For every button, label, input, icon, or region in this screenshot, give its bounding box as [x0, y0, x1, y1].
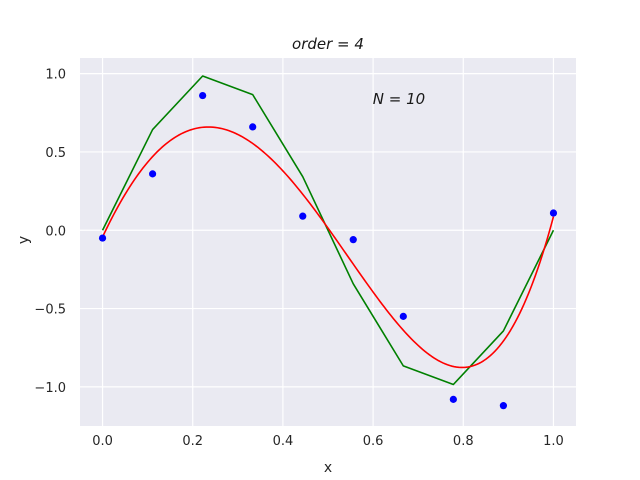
x-tick-label: 0.2 — [182, 434, 203, 449]
true-function-line — [101, 75, 555, 386]
x-tick-label: 0.6 — [363, 434, 384, 449]
sample-point — [349, 236, 357, 244]
series-layer — [98, 75, 558, 410]
x-axis-label: x — [324, 460, 332, 476]
y-tick-labels: −1.0 −0.5 0.0 0.5 1.0 — [34, 68, 66, 396]
x-tick-label: 0.0 — [92, 434, 113, 449]
x-tick-label: 0.8 — [453, 434, 474, 449]
polynomial-fit-line — [101, 126, 555, 369]
x-tick-label: 0.4 — [273, 434, 294, 449]
sample-point — [98, 234, 107, 242]
y-tick-label: −0.5 — [34, 303, 66, 318]
sample-point — [299, 212, 307, 220]
plot-background — [80, 58, 576, 426]
sample-point — [549, 209, 558, 217]
sample-point — [449, 395, 457, 403]
sample-point — [399, 312, 407, 320]
x-tick-labels: 0.0 0.2 0.4 0.6 0.8 1.0 — [92, 434, 564, 449]
y-tick-label: 0.5 — [45, 146, 66, 161]
sample-point — [199, 91, 207, 100]
x-tick-label: 1.0 — [543, 434, 564, 449]
sample-point — [148, 170, 157, 178]
sample-point — [249, 123, 257, 131]
y-axis-label: y — [16, 236, 32, 244]
sample-count-annotation: N = 10 — [373, 90, 425, 108]
y-tick-label: 1.0 — [45, 68, 66, 83]
chart-title: order = 4 — [292, 35, 364, 53]
y-tick-label: 0.0 — [45, 224, 66, 239]
sample-point — [499, 402, 508, 410]
vertical-gridlines — [101, 58, 555, 426]
y-tick-label: −1.0 — [34, 381, 66, 396]
